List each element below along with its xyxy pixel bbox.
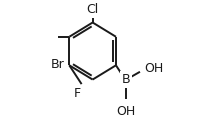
- Text: Br: Br: [50, 58, 64, 71]
- Text: B: B: [122, 73, 131, 86]
- Text: OH: OH: [144, 62, 163, 75]
- Text: F: F: [74, 87, 81, 100]
- Text: OH: OH: [117, 105, 136, 118]
- Text: Cl: Cl: [87, 3, 99, 16]
